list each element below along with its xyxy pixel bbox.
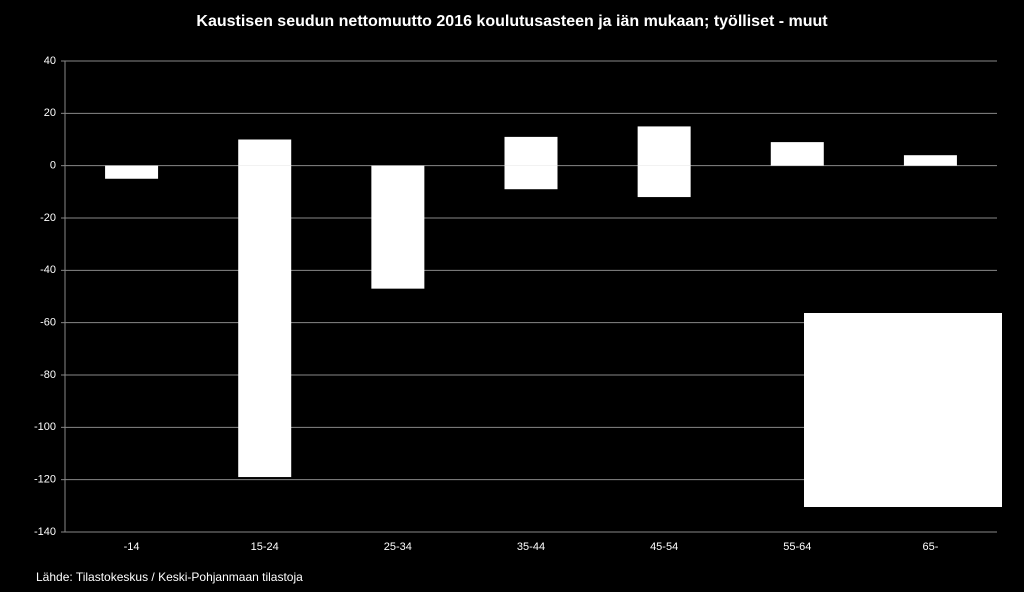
x-tick-label: 45-54	[650, 541, 678, 553]
y-tick-label: -60	[40, 317, 56, 329]
y-tick-label: -120	[34, 474, 56, 486]
bar	[504, 136, 558, 166]
y-tick-label: -140	[34, 526, 56, 538]
y-tick-label: -80	[40, 369, 56, 381]
y-tick-label: -20	[40, 212, 56, 224]
x-tick-label: 15-24	[251, 541, 279, 553]
bar	[903, 155, 957, 166]
y-tick-label: 40	[44, 55, 56, 67]
labels: -140 -120 -100 -80 -60 -40 -20 0 20 40 -14 15-24 25-…	[34, 55, 939, 553]
grid	[61, 60, 997, 533]
bar	[105, 165, 159, 179]
x-tick-label: 65-	[922, 541, 938, 553]
bar	[504, 165, 558, 190]
x-tick-label: 55-64	[783, 541, 811, 553]
source-note: Lähde: Tilastokeskus / Keski-Pohjanmaan …	[36, 570, 303, 584]
bar	[238, 165, 292, 478]
x-tick-label: 35-44	[517, 541, 545, 553]
legend-cover	[804, 313, 1002, 507]
y-tick-label: -100	[34, 421, 56, 433]
chart-title: Kaustisen seudun nettomuutto 2016 koulut…	[196, 13, 828, 30]
y-tick-label: 20	[44, 107, 56, 119]
bar	[371, 165, 425, 289]
bars	[105, 126, 957, 478]
bar	[637, 165, 691, 198]
y-tick-label: 0	[50, 160, 56, 172]
y-tick-label: -40	[40, 264, 56, 276]
bar	[637, 126, 691, 166]
bar	[770, 142, 824, 166]
bar	[238, 139, 292, 166]
x-tick-label: -14	[124, 541, 140, 553]
x-tick-label: 25-34	[384, 541, 412, 553]
